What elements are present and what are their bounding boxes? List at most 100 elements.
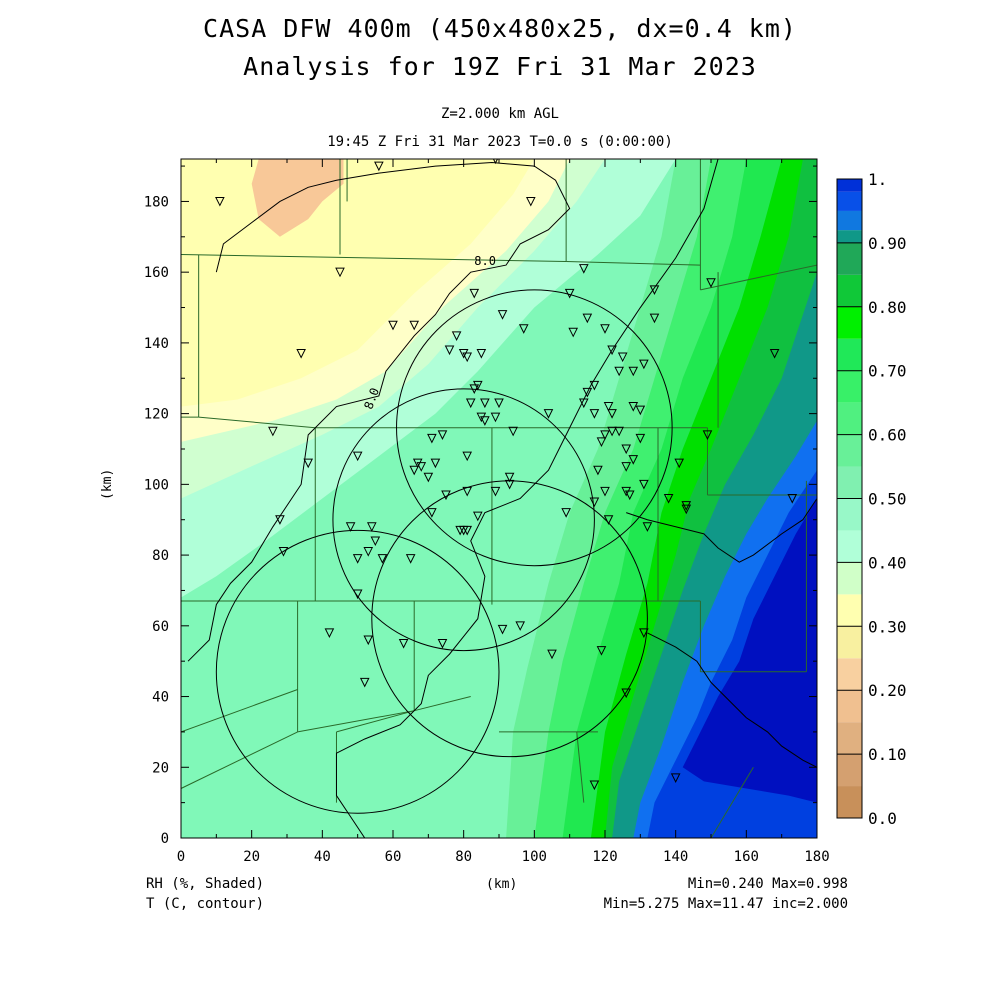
station-marker bbox=[409, 465, 420, 476]
colorbar: 0.0 0.10 0.20 0.30 0.40 0.50 0.60 0.70 0.80 0.90 1… bbox=[836, 170, 907, 828]
station-marker bbox=[674, 458, 685, 469]
station-marker bbox=[444, 345, 455, 356]
station-marker bbox=[352, 451, 363, 462]
rh-band-100 bbox=[682, 498, 817, 803]
station-marker bbox=[518, 324, 529, 334]
station-marker bbox=[437, 430, 448, 440]
station-marker bbox=[543, 409, 554, 419]
station-marker bbox=[335, 267, 345, 278]
colorbar-label: 0.30 bbox=[868, 617, 907, 636]
temp-contour-label: 8.0 bbox=[361, 386, 382, 411]
station-marker bbox=[275, 515, 285, 525]
chart-subtitle-level: Z=2.000 km AGL bbox=[440, 106, 559, 122]
station-marker bbox=[409, 320, 420, 331]
station-marker bbox=[430, 458, 441, 469]
x-tick-label: 80 bbox=[455, 849, 472, 865]
colorbar-label: 0.40 bbox=[868, 553, 907, 572]
station-marker bbox=[642, 522, 653, 532]
station-marker bbox=[268, 426, 278, 437]
colorbar-label: 1. bbox=[868, 170, 887, 189]
station-marker bbox=[600, 324, 610, 334]
colorbar-swatch bbox=[837, 191, 862, 211]
y-tick-label: 0 bbox=[161, 831, 169, 847]
colorbar-swatch bbox=[837, 626, 862, 659]
station-marker bbox=[607, 409, 617, 419]
station-marker bbox=[624, 490, 635, 501]
boundary-lines bbox=[626, 498, 817, 768]
station-marker bbox=[405, 554, 416, 564]
county-line bbox=[700, 264, 817, 291]
colorbar-label: 0.20 bbox=[868, 681, 907, 700]
county-line bbox=[297, 710, 415, 733]
station-marker bbox=[465, 398, 476, 409]
station-marker bbox=[589, 409, 600, 419]
station-marker bbox=[490, 412, 501, 423]
colorbar-swatch bbox=[837, 434, 862, 467]
x-tick-label: 20 bbox=[243, 849, 260, 865]
colorbar-label: 0.50 bbox=[868, 490, 907, 509]
station-marker bbox=[427, 508, 437, 518]
y-tick-label: 80 bbox=[152, 548, 169, 564]
station-marker bbox=[603, 402, 614, 412]
colorbar-swatch bbox=[837, 306, 862, 339]
station-marker bbox=[628, 402, 639, 412]
station-marker bbox=[497, 624, 508, 635]
chart-title-line-1: CASA DFW 400m (450x480x25, dx=0.4 km) bbox=[203, 14, 797, 43]
boundary-line bbox=[647, 632, 817, 768]
station-marker bbox=[589, 497, 600, 508]
station-marker bbox=[582, 387, 593, 398]
station-marker bbox=[296, 349, 306, 359]
colorbar-swatch bbox=[837, 242, 862, 275]
station-marker bbox=[377, 554, 388, 564]
station-marker bbox=[568, 327, 579, 338]
colorbar-label: 0.90 bbox=[868, 234, 907, 253]
station-marker bbox=[600, 430, 610, 440]
station-marker bbox=[706, 278, 716, 288]
station-marker bbox=[628, 455, 639, 465]
station-marker bbox=[561, 508, 571, 518]
station-marker bbox=[607, 345, 617, 356]
x-tick-label: 60 bbox=[385, 849, 402, 865]
colorbar-swatch bbox=[837, 594, 862, 627]
station-marker bbox=[603, 515, 614, 525]
radar-range-ring bbox=[396, 289, 673, 567]
station-marker bbox=[480, 398, 490, 409]
station-marker bbox=[628, 366, 639, 377]
station-marker bbox=[480, 416, 490, 426]
x-tick-label: 180 bbox=[804, 849, 829, 865]
colorbar-swatch bbox=[837, 722, 862, 755]
station-marker bbox=[639, 628, 649, 639]
station-marker bbox=[670, 773, 681, 783]
colorbar-swatch bbox=[837, 402, 862, 435]
chart-title-line-2: Analysis for 19Z Fri 31 Mar 2023 bbox=[243, 52, 757, 81]
colorbar-swatch bbox=[837, 230, 862, 243]
station-marker bbox=[476, 349, 487, 359]
station-marker bbox=[596, 646, 607, 656]
station-marker bbox=[398, 638, 409, 649]
y-tick-label: 40 bbox=[152, 690, 169, 706]
colorbar-swatch bbox=[837, 179, 862, 192]
station-marker bbox=[769, 349, 780, 359]
colorbar-swatch bbox=[837, 370, 862, 403]
station-marker bbox=[508, 426, 518, 437]
station-marker bbox=[607, 426, 617, 437]
county-line bbox=[181, 253, 567, 263]
radar-range-ring bbox=[215, 529, 500, 814]
colorbar-swatch bbox=[837, 754, 862, 787]
colorbar-swatch bbox=[837, 690, 862, 723]
station-marker bbox=[363, 635, 374, 646]
station-marker bbox=[702, 430, 713, 440]
shaded-field-label: RH (%, Shaded) bbox=[146, 876, 265, 892]
y-tick-label: 180 bbox=[144, 194, 169, 210]
x-tick-label: 140 bbox=[663, 849, 688, 865]
rh-band-020 bbox=[251, 159, 344, 237]
station-marker bbox=[441, 490, 451, 501]
station-marker bbox=[462, 352, 473, 363]
radar-range-ring bbox=[332, 388, 595, 652]
station-marker bbox=[596, 437, 607, 448]
station-marker bbox=[681, 504, 692, 515]
station-marker bbox=[639, 479, 649, 490]
colorbar-label: 0.70 bbox=[868, 362, 907, 381]
station-marker bbox=[427, 433, 437, 444]
colorbar-swatch bbox=[837, 210, 862, 231]
